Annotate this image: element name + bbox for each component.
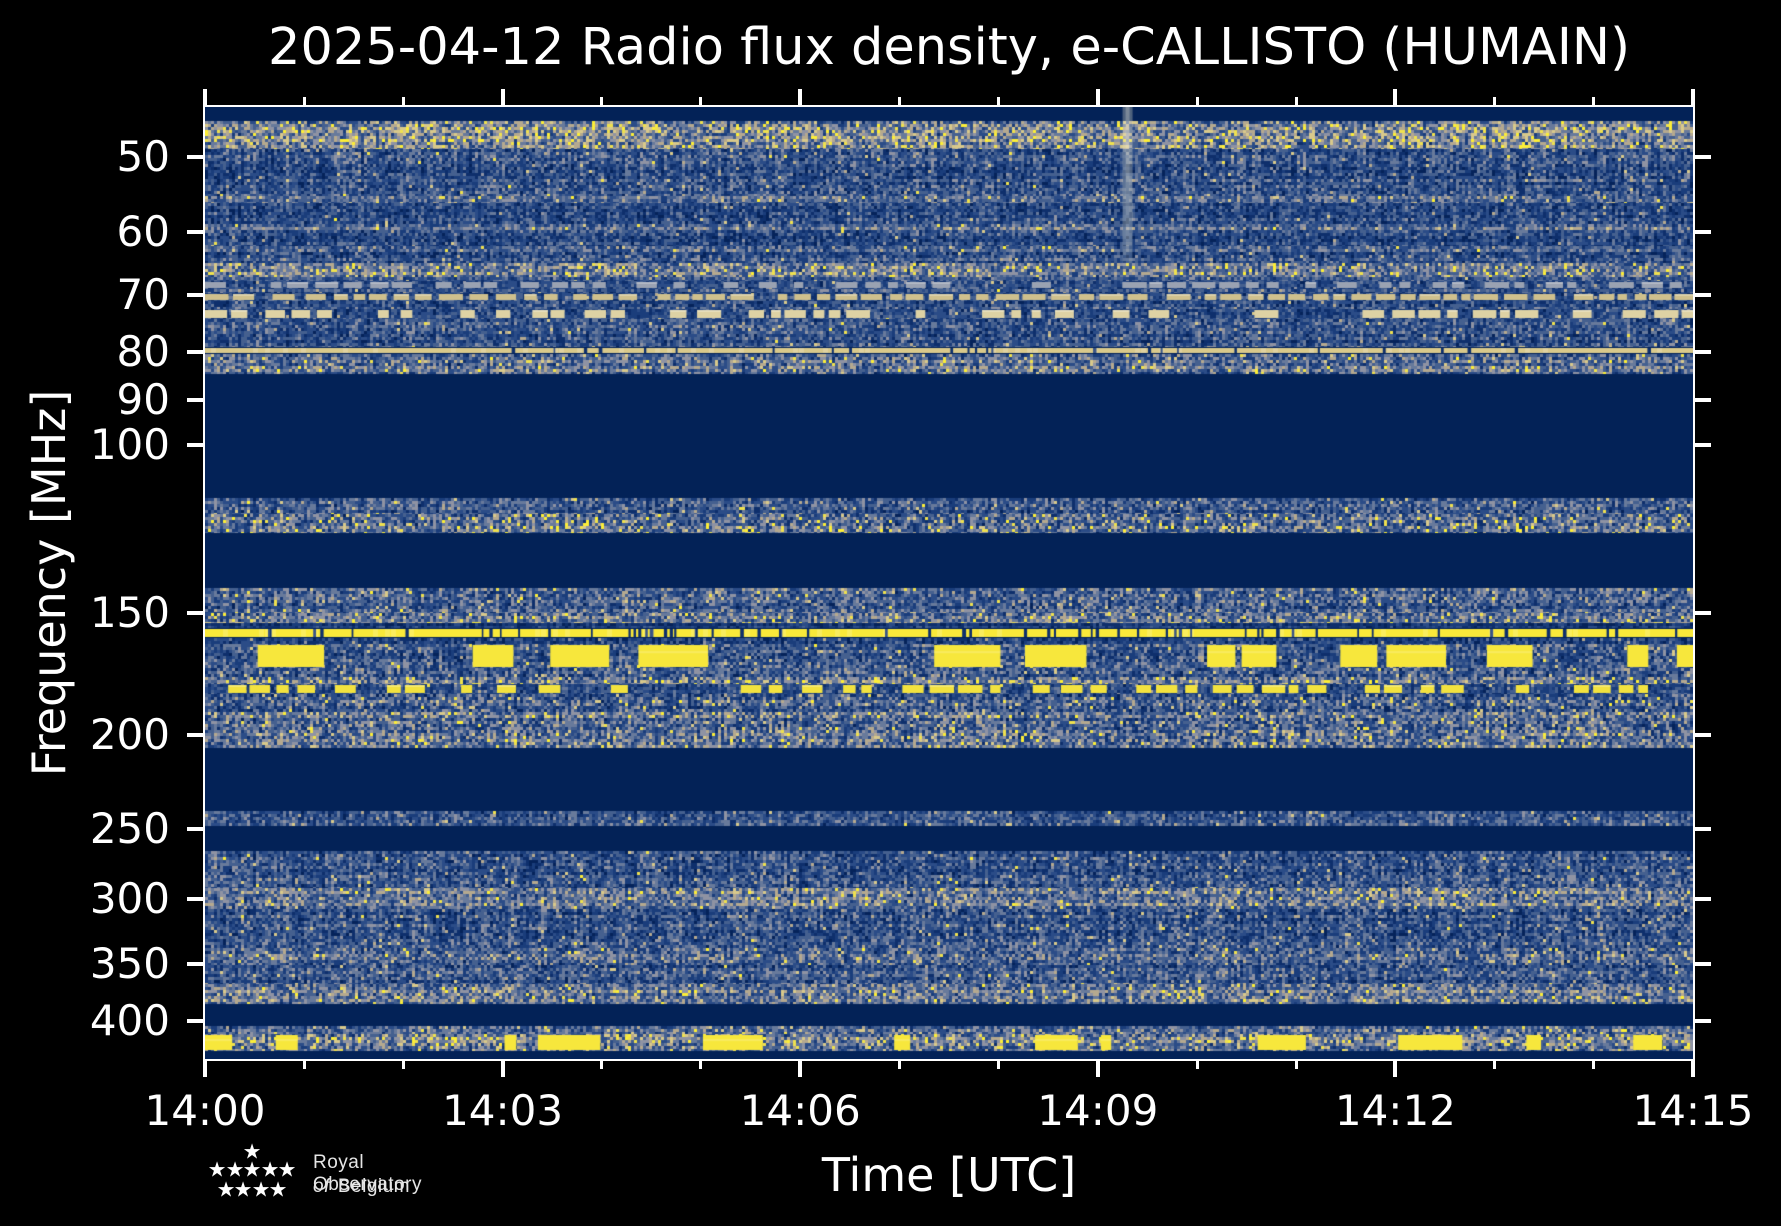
- x-minor-tick-top: [302, 97, 306, 107]
- y-tick-label: 70: [116, 270, 170, 320]
- y-tick-label: 60: [116, 206, 170, 256]
- x-major-tick-bottom: [1393, 1059, 1398, 1077]
- y-tick-label: 100: [89, 420, 170, 470]
- y-major-tick-left: [187, 443, 205, 448]
- y-major-tick-left: [187, 398, 205, 403]
- y-major-tick-right: [1693, 293, 1711, 298]
- y-major-tick-left: [187, 610, 205, 615]
- y-major-tick-right: [1693, 229, 1711, 234]
- y-major-tick-left: [187, 961, 205, 966]
- y-tick-label: 90: [116, 375, 170, 425]
- x-minor-tick-bottom: [897, 1059, 901, 1069]
- y-major-tick-right: [1693, 896, 1711, 901]
- y-tick-label: 150: [89, 587, 170, 637]
- y-major-tick-left: [187, 154, 205, 159]
- x-major-tick-bottom: [1691, 1059, 1695, 1077]
- y-tick-label: 250: [89, 803, 170, 853]
- x-tick-label: 14:12: [1334, 1086, 1456, 1135]
- x-major-tick-top: [798, 89, 803, 107]
- y-major-tick-left: [187, 1019, 205, 1023]
- y-tick-label: 300: [89, 873, 170, 923]
- x-major-tick-bottom: [500, 1059, 505, 1077]
- spectrogram-canvas: [205, 107, 1693, 1059]
- x-minor-tick-top: [401, 97, 405, 107]
- rob-logo-text-line1: Royal Observatory: [313, 1152, 422, 1195]
- y-major-tick-right: [1693, 961, 1711, 966]
- x-minor-tick-bottom: [699, 1059, 703, 1069]
- x-minor-tick-top: [1195, 97, 1199, 107]
- star-icon: ★: [260, 1157, 280, 1182]
- star-icon: ★: [242, 1139, 262, 1164]
- plot-frame: [203, 105, 1695, 1061]
- x-tick-label: 14:09: [1037, 1086, 1159, 1135]
- star-icon: ★: [207, 1157, 227, 1182]
- x-minor-tick-top: [1294, 97, 1298, 107]
- x-major-tick-bottom: [1095, 1059, 1100, 1077]
- y-tick-label: 350: [89, 938, 170, 988]
- y-major-tick-right: [1693, 1019, 1711, 1023]
- rob-logo-text-belgium: Belgium: [337, 1176, 411, 1197]
- star-icon: ★: [216, 1177, 236, 1202]
- y-major-tick-right: [1693, 398, 1711, 403]
- x-major-tick-top: [1095, 89, 1100, 107]
- x-major-tick-top: [500, 89, 505, 107]
- y-tick-label: 50: [116, 131, 170, 181]
- y-major-tick-left: [187, 826, 205, 831]
- x-major-tick-bottom: [798, 1059, 803, 1077]
- x-tick-label: 14:06: [739, 1086, 861, 1135]
- y-major-tick-right: [1693, 154, 1711, 159]
- y-tick-label: 400: [89, 996, 170, 1045]
- star-icon: ★: [233, 1177, 253, 1202]
- y-major-tick-left: [187, 350, 205, 355]
- y-major-tick-right: [1693, 733, 1711, 738]
- star-icon: ★: [277, 1157, 297, 1182]
- x-minor-tick-bottom: [1592, 1059, 1596, 1069]
- x-tick-label: 14:00: [144, 1086, 266, 1135]
- y-major-tick-right: [1693, 350, 1711, 355]
- x-minor-tick-top: [897, 97, 901, 107]
- y-major-tick-left: [187, 896, 205, 901]
- x-minor-tick-top: [1493, 97, 1497, 107]
- x-major-tick-bottom: [203, 1059, 207, 1077]
- x-minor-tick-bottom: [600, 1059, 604, 1069]
- x-minor-tick-top: [600, 97, 604, 107]
- x-minor-tick-bottom: [401, 1059, 405, 1069]
- x-major-tick-top: [1393, 89, 1398, 107]
- x-tick-label: 14:03: [442, 1086, 564, 1135]
- x-minor-tick-top: [1592, 97, 1596, 107]
- x-major-tick-top: [203, 89, 207, 107]
- y-major-tick-right: [1693, 826, 1711, 831]
- x-minor-tick-top: [997, 97, 1001, 107]
- y-tick-label: 80: [116, 327, 170, 377]
- star-icon: ★: [251, 1177, 271, 1202]
- page-title: 2025-04-12 Radio flux density, e-CALLIST…: [268, 18, 1630, 77]
- x-tick-label: 14:15: [1632, 1086, 1754, 1135]
- rob-logo-text-line2: of Belgium: [313, 1176, 410, 1198]
- x-minor-tick-bottom: [1195, 1059, 1199, 1069]
- x-minor-tick-bottom: [302, 1059, 306, 1069]
- star-icon: ★: [268, 1177, 288, 1202]
- y-major-tick-right: [1693, 610, 1711, 615]
- rob-logo-text-of: of: [313, 1176, 330, 1197]
- x-axis-label: Time [UTC]: [821, 1148, 1077, 1202]
- y-tick-label: 200: [89, 710, 170, 760]
- y-major-tick-right: [1693, 443, 1711, 448]
- y-major-tick-left: [187, 293, 205, 298]
- x-major-tick-top: [1691, 89, 1695, 107]
- x-minor-tick-bottom: [1493, 1059, 1497, 1069]
- x-minor-tick-bottom: [1294, 1059, 1298, 1069]
- x-minor-tick-bottom: [997, 1059, 1001, 1069]
- y-major-tick-left: [187, 229, 205, 234]
- star-icon: ★: [242, 1157, 262, 1182]
- y-major-tick-left: [187, 733, 205, 738]
- star-icon: ★: [225, 1157, 245, 1182]
- x-minor-tick-top: [699, 97, 703, 107]
